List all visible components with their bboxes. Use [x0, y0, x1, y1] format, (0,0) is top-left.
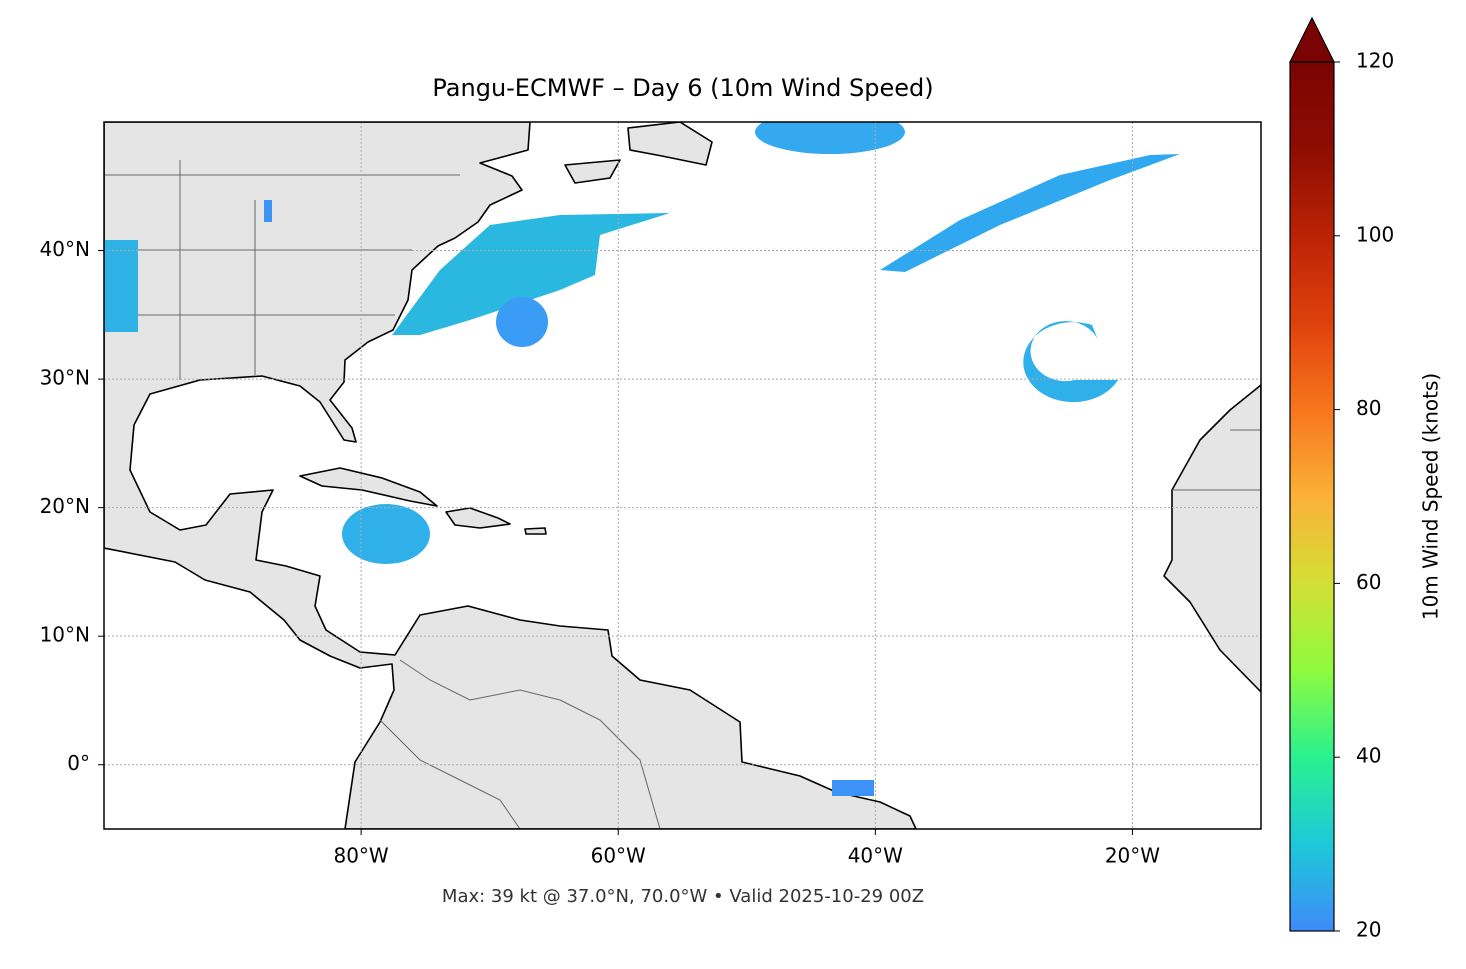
colorbar-label: 10m Wind Speed (knots) [1419, 373, 1443, 620]
colorbar: 20 40 60 80 100 120 10m Wind Speed (knots) [1289, 16, 1443, 942]
wind-area [880, 154, 1180, 272]
colorbar-tick-label: 80 [1356, 396, 1381, 420]
x-tick-label: 80°W [333, 844, 388, 868]
colorbar-tick-label: 20 [1356, 918, 1381, 942]
wind-area [264, 200, 272, 222]
y-tick-label: 10°N [40, 623, 90, 647]
y-tick-label: 40°N [40, 237, 90, 261]
cuba [299, 467, 438, 507]
map-frame [103, 121, 1262, 830]
wind-area [342, 504, 430, 564]
colorbar-tick-label: 60 [1356, 570, 1381, 594]
colorbar-tick-label: 100 [1356, 222, 1394, 246]
country-borders [399, 659, 661, 829]
y-tick-label: 0° [67, 751, 90, 775]
y-tick-label: 30°N [40, 366, 90, 390]
wind-area [1023, 321, 1118, 403]
colorbar-gradient [1290, 62, 1334, 931]
colorbar-frame [1289, 61, 1335, 932]
y-tick-label: 20°N [40, 494, 90, 518]
puerto-rico [524, 527, 547, 535]
wind-area [104, 240, 138, 332]
colorbar-extension [1289, 16, 1335, 63]
wind-area [496, 297, 548, 347]
x-tick-label: 20°W [1105, 844, 1160, 868]
map-footer: Max: 39 kt @ 37.0°N, 70.0°W • Valid 2025… [442, 886, 924, 907]
wind-area [832, 780, 874, 796]
africa [1163, 384, 1261, 693]
north-america [104, 122, 917, 829]
wind-area [755, 122, 905, 154]
map-area [104, 122, 1261, 829]
gridlines [104, 122, 1261, 829]
colorbar-tick-label: 40 [1356, 744, 1381, 768]
newfoundland [627, 122, 713, 166]
colorbar-tick-label: 120 [1356, 49, 1394, 73]
country-borders [379, 719, 521, 829]
nova-scotia [564, 159, 621, 184]
wind-area [392, 213, 670, 335]
x-tick-label: 60°W [591, 844, 646, 868]
map-title: Pangu-ECMWF – Day 6 (10m Wind Speed) [432, 74, 933, 102]
x-tick-label: 40°W [848, 844, 903, 868]
